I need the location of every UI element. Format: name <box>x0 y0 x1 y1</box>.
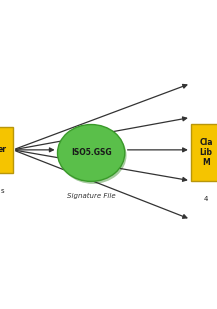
Text: ISO5.GSG: ISO5.GSG <box>71 148 112 158</box>
Text: er: er <box>0 145 7 154</box>
Text: M: M <box>202 158 210 167</box>
Text: Cla: Cla <box>199 138 213 147</box>
Ellipse shape <box>58 125 125 181</box>
Text: 4: 4 <box>204 196 208 202</box>
FancyBboxPatch shape <box>191 124 217 181</box>
Text: Lib: Lib <box>200 148 213 157</box>
FancyBboxPatch shape <box>0 127 13 173</box>
Ellipse shape <box>59 127 127 184</box>
Text: s: s <box>0 188 4 194</box>
Text: Signature File: Signature File <box>67 193 115 199</box>
